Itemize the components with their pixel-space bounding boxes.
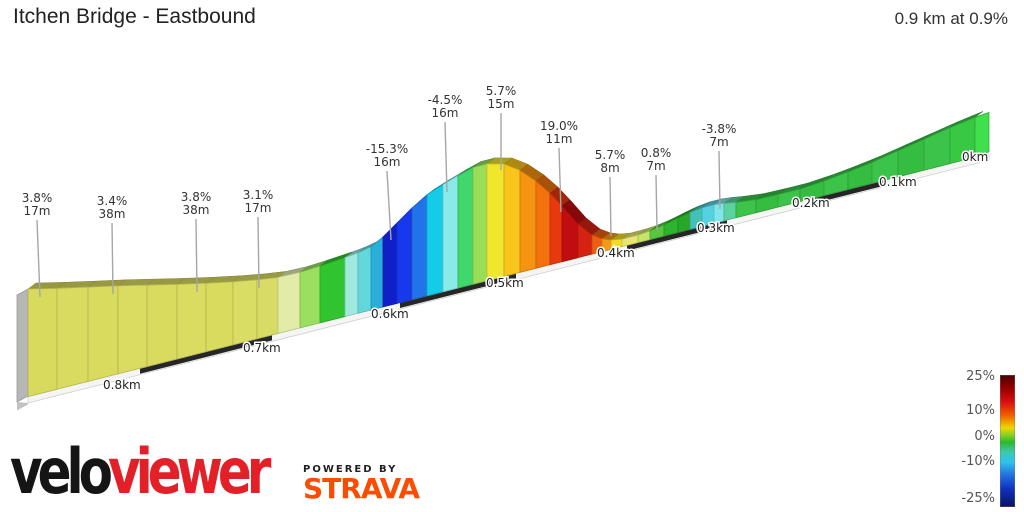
annotation-leader-line	[718, 150, 721, 210]
annotation-leader-line	[558, 147, 562, 213]
annotation-label: -4.5% 16m	[428, 93, 463, 120]
annotation-label: 5.7% 15m	[486, 84, 517, 111]
annotation-label: 5.7% 8m	[595, 148, 626, 175]
distance-label: 0.6km	[371, 307, 409, 321]
route-summary: 0.9 km at 0.9%	[894, 9, 1008, 28]
gradient-annotations: 3.8% 17m 3.4% 38m 3.8% 38m 3.1% 17m -15.3% 16m -4.…	[20, 83, 738, 298]
page-title: Itchen Bridge - Eastbound	[13, 5, 256, 28]
profile-segments	[27, 111, 990, 398]
annotation-label: 3.1% 17m	[243, 188, 274, 215]
distance-label: 0.1km	[879, 175, 917, 189]
distance-label: 0.3km	[697, 221, 735, 235]
distance-label: 0.8km	[103, 378, 141, 392]
strava-logo: STRAVA	[303, 472, 420, 505]
annotation-leader-line	[444, 121, 448, 193]
distance-label: 0km	[962, 150, 988, 164]
annotation-leader-line	[36, 219, 41, 298]
veloviewer-logo-velo: velo	[10, 435, 113, 508]
annotation-label: 19.0% 11m	[540, 119, 578, 146]
veloviewer-logo-viewer: viewer	[108, 435, 271, 508]
distance-label: 0.4km	[597, 246, 635, 260]
annotation-label: 0.8% 7m	[641, 146, 672, 173]
annotation-label: 3.4% 38m	[97, 194, 128, 221]
distance-label: 0.5km	[486, 276, 524, 290]
annotation-label: 3.8% 17m	[22, 191, 53, 218]
distance-label: 0.2km	[792, 196, 830, 210]
veloviewer-logo: veloviewer	[10, 439, 271, 504]
distance-label: 0.7km	[243, 341, 281, 355]
distance-labels: 0km 0.1km 0.2km 0.3km 0.4km 0.5km 0.6km 0.7km 0.…	[102, 149, 990, 394]
profile-start-cap	[16, 288, 29, 403]
annotation-leader-line	[386, 170, 392, 241]
powered-by-label: POWERED BY	[303, 464, 398, 475]
annotation-label: -15.3% 16m	[366, 142, 408, 169]
annotation-leader-line	[111, 222, 114, 295]
annotation-label: 3.8% 38m	[181, 190, 212, 217]
annotation-leader-line	[257, 216, 260, 289]
strava-attribution: POWERED BY STRAVA	[303, 464, 420, 505]
annotation-label: -3.8% 7m	[702, 122, 737, 149]
annotation-leader-line	[609, 176, 612, 237]
annotation-leader-line	[655, 174, 658, 231]
annotation-leader-line	[195, 218, 198, 293]
